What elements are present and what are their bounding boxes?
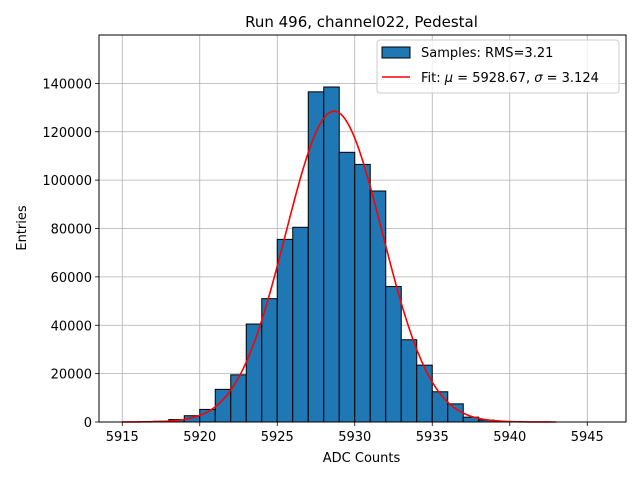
x-tick-label: 5940 xyxy=(493,430,526,445)
y-axis-title: Entries xyxy=(15,205,30,251)
histogram-bar xyxy=(338,151,356,423)
histogram-bar xyxy=(245,323,263,423)
histogram-bar xyxy=(431,391,449,423)
x-tick-label: 5915 xyxy=(106,430,139,445)
legend-fit-prefix: Fit: xyxy=(421,71,445,86)
x-tick-label: 5945 xyxy=(571,430,604,445)
y-tick-label: 20000 xyxy=(51,368,92,383)
y-tick-label: 140000 xyxy=(42,77,92,92)
chart-title: Run 496, channel022, Pedestal xyxy=(245,13,478,31)
histogram-bar xyxy=(416,364,433,423)
histogram-bar xyxy=(354,163,371,423)
fit-curve xyxy=(122,110,557,423)
histogram-bar xyxy=(385,286,402,423)
legend-swatch-samples xyxy=(381,46,411,59)
y-tick-label: 0 xyxy=(84,416,92,431)
x-tick-label: 5925 xyxy=(261,430,294,445)
x-axis-title: ADC Counts xyxy=(323,451,401,466)
histogram-bar xyxy=(276,238,294,423)
histogram-bars xyxy=(137,86,526,423)
histogram-bar xyxy=(307,91,325,423)
y-tick-label: 40000 xyxy=(51,319,92,334)
legend-sigma-symbol: σ xyxy=(534,71,543,86)
legend-mu-value: = 5928.67, xyxy=(453,71,534,86)
x-tick-label: 5920 xyxy=(183,430,216,445)
histogram-bar xyxy=(400,339,418,423)
y-axis-ticks: 0 20000 40000 60000 80000 100000 120000 140000 xyxy=(42,77,99,431)
histogram-bar xyxy=(261,298,278,423)
histogram-bar xyxy=(447,403,464,423)
y-tick-label: 60000 xyxy=(51,271,92,286)
histogram-bar xyxy=(369,190,387,423)
legend-mu-symbol: μ xyxy=(444,71,453,86)
y-tick-label: 100000 xyxy=(42,174,92,189)
x-axis-ticks: 5915 5920 5925 5930 5935 5940 5945 xyxy=(106,422,604,445)
y-tick-label: 120000 xyxy=(42,126,92,141)
legend: Samples: RMS=3.21 Fit: μ = 5928.67, σ = … xyxy=(376,39,620,94)
histogram-bar xyxy=(292,226,309,423)
y-tick-label: 80000 xyxy=(51,223,92,238)
legend-label-samples: Samples: RMS=3.21 xyxy=(421,46,553,61)
legend-box xyxy=(376,39,620,94)
histogram-bar xyxy=(230,374,247,423)
legend-sigma-value: = 3.124 xyxy=(542,71,598,86)
x-tick-label: 5935 xyxy=(416,430,449,445)
x-tick-label: 5930 xyxy=(338,430,371,445)
histogram-bar xyxy=(323,86,340,423)
legend-label-fit: Fit: μ = 5928.67, σ = 3.124 xyxy=(421,71,599,86)
